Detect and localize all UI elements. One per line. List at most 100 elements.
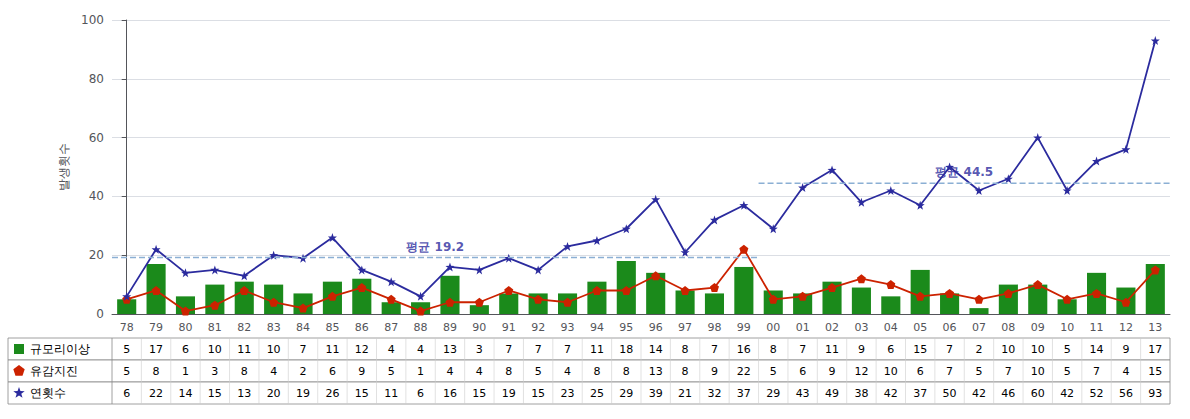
svg-text:5: 5 (123, 365, 130, 378)
svg-text:6: 6 (182, 343, 189, 356)
svg-text:8: 8 (593, 365, 600, 378)
svg-text:8: 8 (241, 365, 248, 378)
svg-text:00: 00 (766, 321, 780, 334)
svg-text:38: 38 (854, 387, 868, 400)
svg-text:5: 5 (770, 365, 777, 378)
svg-text:88: 88 (414, 321, 428, 334)
svg-text:9: 9 (1122, 343, 1129, 356)
svg-text:18: 18 (619, 343, 633, 356)
svg-text:11: 11 (237, 343, 251, 356)
svg-text:4: 4 (388, 343, 395, 356)
svg-text:6: 6 (799, 365, 806, 378)
svg-text:11: 11 (384, 387, 398, 400)
svg-text:93: 93 (1148, 387, 1162, 400)
svg-text:7: 7 (1093, 365, 1100, 378)
svg-text:56: 56 (1119, 387, 1133, 400)
svg-text:16: 16 (443, 387, 457, 400)
svg-text:2: 2 (975, 343, 982, 356)
svg-text:26: 26 (325, 387, 339, 400)
svg-text:규모리이상: 규모리이상 (30, 342, 90, 356)
svg-text:10: 10 (1031, 343, 1045, 356)
svg-text:12: 12 (1119, 321, 1133, 334)
svg-text:10: 10 (884, 365, 898, 378)
svg-text:8: 8 (682, 365, 689, 378)
svg-text:15: 15 (472, 387, 486, 400)
svg-text:16: 16 (737, 343, 751, 356)
svg-text:87: 87 (384, 321, 398, 334)
svg-text:29: 29 (766, 387, 780, 400)
svg-text:93: 93 (561, 321, 575, 334)
svg-text:19: 19 (296, 387, 310, 400)
svg-text:07: 07 (972, 321, 986, 334)
svg-text:52: 52 (1090, 387, 1104, 400)
svg-text:5: 5 (1064, 365, 1071, 378)
svg-text:80: 80 (178, 321, 192, 334)
svg-text:42: 42 (1060, 387, 1074, 400)
svg-text:8: 8 (505, 365, 512, 378)
svg-text:83: 83 (267, 321, 281, 334)
svg-text:4: 4 (476, 365, 483, 378)
svg-text:80: 80 (89, 72, 104, 86)
svg-text:6: 6 (917, 365, 924, 378)
svg-text:84: 84 (296, 321, 310, 334)
svg-text:4: 4 (270, 365, 277, 378)
svg-text:13: 13 (237, 387, 251, 400)
svg-text:60: 60 (1031, 387, 1045, 400)
svg-text:15: 15 (355, 387, 369, 400)
svg-text:14: 14 (1090, 343, 1104, 356)
svg-text:20: 20 (89, 248, 104, 262)
svg-text:100: 100 (81, 13, 104, 27)
svg-text:91: 91 (502, 321, 516, 334)
svg-text:4: 4 (446, 365, 453, 378)
svg-text:7: 7 (1005, 365, 1012, 378)
svg-text:13: 13 (649, 365, 663, 378)
svg-text:19: 19 (502, 387, 516, 400)
svg-text:32: 32 (707, 387, 721, 400)
svg-text:6: 6 (887, 343, 894, 356)
svg-text:05: 05 (913, 321, 927, 334)
svg-text:4: 4 (1122, 365, 1129, 378)
svg-text:23: 23 (561, 387, 575, 400)
svg-text:99: 99 (737, 321, 751, 334)
svg-text:0: 0 (96, 307, 104, 321)
svg-text:11: 11 (590, 343, 604, 356)
svg-text:98: 98 (707, 321, 721, 334)
svg-text:7: 7 (505, 343, 512, 356)
svg-text:82: 82 (237, 321, 251, 334)
svg-text:46: 46 (1001, 387, 1015, 400)
svg-text:86: 86 (355, 321, 369, 334)
svg-text:85: 85 (325, 321, 339, 334)
svg-text:95: 95 (619, 321, 633, 334)
svg-text:15: 15 (531, 387, 545, 400)
svg-text:연횟수: 연횟수 (30, 386, 66, 400)
svg-text:14: 14 (649, 343, 663, 356)
svg-text:10: 10 (208, 343, 222, 356)
svg-text:06: 06 (943, 321, 957, 334)
svg-text:9: 9 (829, 365, 836, 378)
svg-text:97: 97 (678, 321, 692, 334)
svg-text:5: 5 (975, 365, 982, 378)
svg-text:1: 1 (417, 365, 424, 378)
svg-text:09: 09 (1031, 321, 1045, 334)
svg-text:94: 94 (590, 321, 604, 334)
svg-text:43: 43 (796, 387, 810, 400)
svg-text:22: 22 (737, 365, 751, 378)
svg-text:7: 7 (946, 365, 953, 378)
svg-text:7: 7 (300, 343, 307, 356)
svg-text:7: 7 (564, 343, 571, 356)
svg-text:7: 7 (535, 343, 542, 356)
svg-text:50: 50 (943, 387, 957, 400)
svg-text:15: 15 (913, 343, 927, 356)
svg-text:12: 12 (854, 365, 868, 378)
svg-text:5: 5 (1064, 343, 1071, 356)
svg-text:10: 10 (1060, 321, 1074, 334)
svg-text:11: 11 (325, 343, 339, 356)
svg-text:13: 13 (443, 343, 457, 356)
svg-text:3: 3 (211, 365, 218, 378)
svg-text:42: 42 (884, 387, 898, 400)
svg-text:60: 60 (89, 131, 104, 145)
svg-text:21: 21 (678, 387, 692, 400)
svg-text:37: 37 (737, 387, 751, 400)
svg-text:1: 1 (182, 365, 189, 378)
svg-text:10: 10 (1001, 343, 1015, 356)
